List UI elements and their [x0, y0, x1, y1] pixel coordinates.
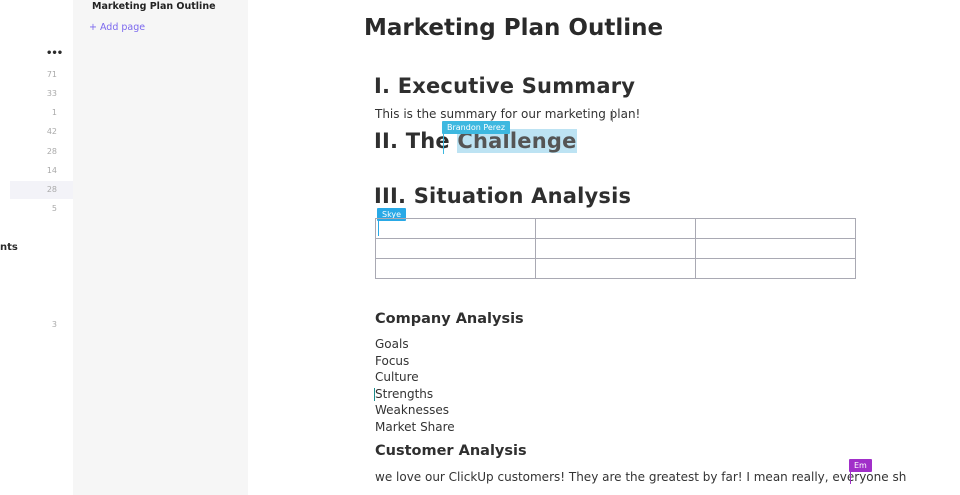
table-row — [375, 238, 856, 259]
count: 1 — [51, 108, 57, 117]
count: 3 — [51, 320, 57, 329]
add-page-button[interactable]: + Add page — [89, 22, 146, 33]
collaborator-tag: Em — [849, 459, 872, 472]
list-item[interactable]: Culture — [375, 370, 419, 384]
selected-text: Challenge — [457, 129, 577, 153]
table-cell[interactable] — [375, 258, 536, 279]
list-item[interactable]: Market Share — [375, 420, 455, 434]
count: 5 — [51, 204, 57, 213]
table-cell[interactable] — [535, 238, 696, 259]
table-cell[interactable] — [375, 238, 536, 259]
heading-situation-analysis[interactable]: III. Situation Analysis — [374, 184, 632, 208]
heading-challenge[interactable]: II. The Challenge — [374, 129, 577, 153]
count: 33 — [46, 89, 57, 98]
list-item[interactable]: Weaknesses — [375, 403, 449, 417]
table-cell[interactable] — [695, 218, 856, 239]
left-nav-strip: ••• 71 33 1 42 28 14 28 5 nts 3 — [0, 0, 95, 495]
more-icon[interactable]: ••• — [46, 48, 63, 59]
collaborator-tag: Skye — [377, 208, 407, 221]
summary-paragraph[interactable]: This is the summary for our marketing pl… — [375, 107, 641, 121]
collaborator-cursor — [850, 470, 851, 484]
pages-sidebar: Marketing Plan Outline + Add page — [73, 0, 248, 495]
heading-company-analysis[interactable]: Company Analysis — [375, 311, 524, 327]
table-cell[interactable] — [535, 258, 696, 279]
list-item[interactable]: Focus — [375, 354, 410, 368]
table-row — [375, 218, 856, 239]
table-cell[interactable] — [695, 258, 856, 279]
customer-paragraph[interactable]: we love our ClickUp customers! They are … — [375, 470, 907, 484]
count: 28 — [46, 147, 57, 156]
section-label[interactable]: nts — [0, 242, 18, 253]
collaborator-tag: Brandon Perez — [442, 121, 511, 134]
text-cursor — [612, 109, 613, 122]
count: 71 — [46, 70, 57, 79]
table-cell[interactable] — [375, 218, 536, 239]
count: 28 — [46, 185, 57, 194]
table-cell[interactable] — [695, 238, 856, 259]
list-item[interactable]: Strengths — [375, 387, 434, 401]
table-cell[interactable] — [535, 218, 696, 239]
collaborator-cursor — [443, 133, 444, 154]
sidebar-page-item[interactable]: Marketing Plan Outline — [92, 1, 216, 12]
heading-executive-summary[interactable]: I. Executive Summary — [374, 74, 636, 98]
count: 14 — [46, 166, 57, 175]
page-title[interactable]: Marketing Plan Outline — [364, 15, 664, 41]
count: 42 — [46, 127, 57, 136]
list-item[interactable]: Goals — [375, 337, 409, 351]
collaborator-cursor — [374, 388, 375, 401]
situation-table[interactable] — [375, 218, 856, 279]
heading-text: II. The — [374, 129, 458, 153]
table-row — [375, 258, 856, 279]
heading-customer-analysis[interactable]: Customer Analysis — [375, 443, 527, 459]
